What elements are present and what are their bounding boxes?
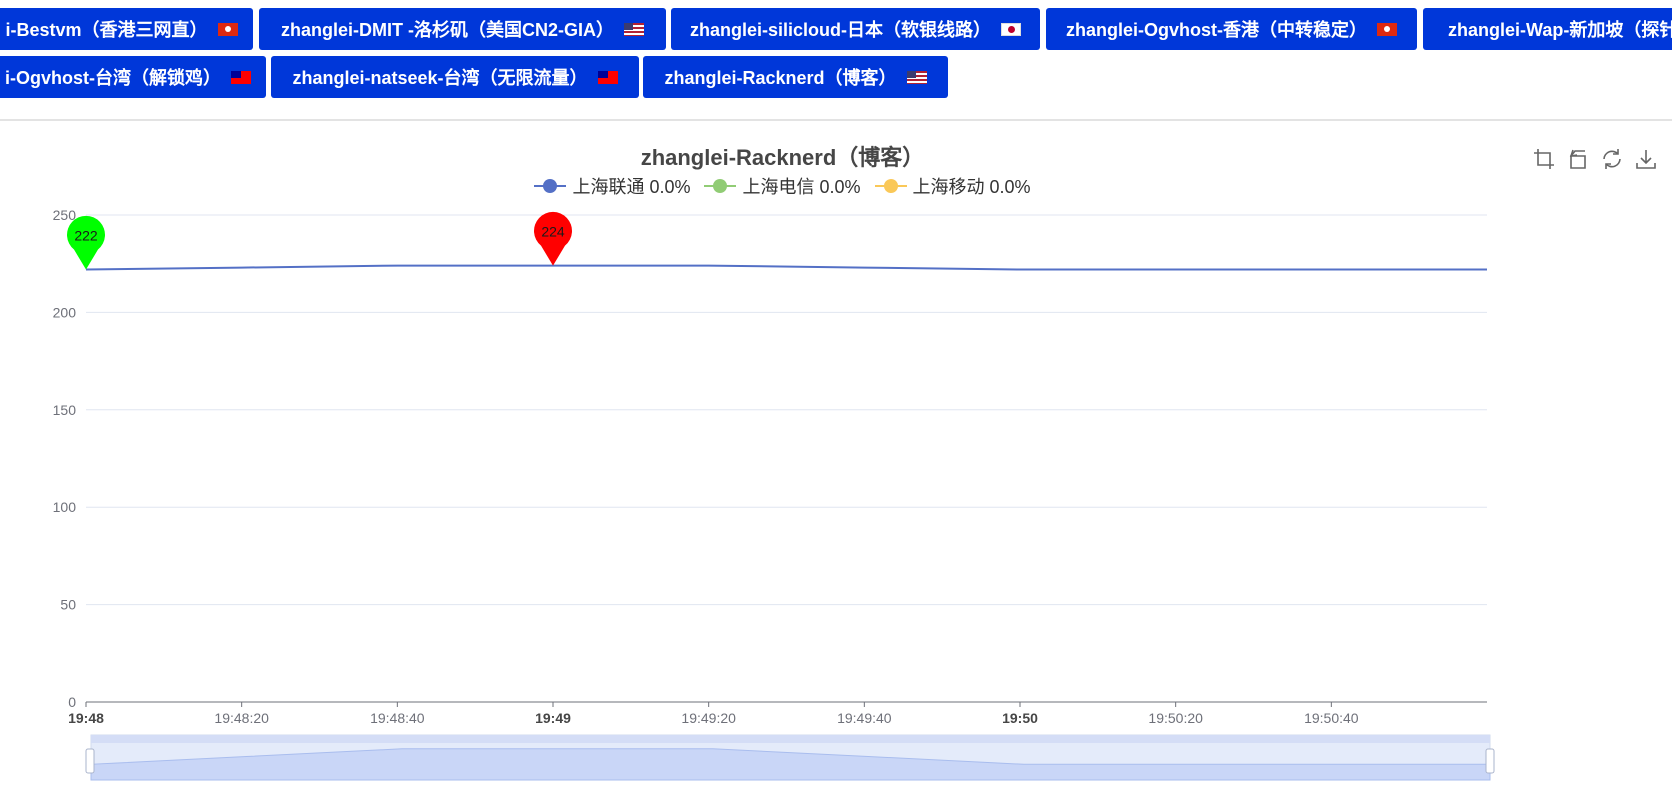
y-tick-label: 200 — [53, 304, 77, 320]
min-marker-label: 222 — [74, 228, 98, 244]
series-line-unicom[interactable] — [85, 264, 1487, 271]
tab-label: zhanglei-Ogvhost-香港（中转稳定） — [1066, 20, 1367, 40]
max-marker-label: 224 — [541, 224, 565, 240]
y-tick-label: 0 — [68, 694, 76, 710]
legend-item-telecom[interactable]: 上海电信 0.0% — [704, 173, 861, 199]
min-marker-pin — [67, 215, 105, 270]
header-divider — [0, 119, 1672, 121]
legend-swatch-icon — [704, 179, 737, 193]
zoom-handle-left[interactable] — [85, 748, 95, 774]
x-tick-label: 19:50:20 — [1148, 710, 1203, 726]
tab-label: zhanglei-DMIT -洛杉矶（美国CN2-GIA） — [281, 20, 614, 40]
server-tabs: i-Bestvm（香港三网直） zhanglei-DMIT -洛杉矶（美国CN2… — [0, 0, 1672, 118]
zoom-slider-bar[interactable] — [91, 735, 1490, 743]
y-tick-label: 150 — [53, 402, 77, 418]
legend-item-unicom[interactable]: 上海联通 0.0% — [534, 173, 690, 199]
chart-title: zhanglei-Racknerd（博客） — [640, 145, 925, 170]
tab-label: zhanglei-Wap-新加坡（探针 — [1448, 20, 1672, 40]
tab-wap[interactable]: zhanglei-Wap-新加坡（探针 — [1423, 8, 1672, 50]
tab-label: zhanglei-silicloud-日本（软银线路） — [689, 20, 991, 40]
us-flag-icon — [906, 70, 927, 84]
y-tick-label: 100 — [53, 499, 77, 515]
hk-flag-icon — [1377, 22, 1397, 36]
tab-label: i-Ogvhost-台湾（解锁鸡） — [5, 68, 221, 88]
legend-swatch-icon — [534, 179, 567, 193]
download-icon[interactable] — [1635, 148, 1657, 170]
tab-ogvhost-hk[interactable]: zhanglei-Ogvhost-香港（中转稳定） — [1046, 8, 1417, 50]
tw-flag-icon — [597, 70, 618, 84]
restore-icon[interactable] — [1601, 148, 1623, 170]
tab-silicloud[interactable]: zhanglei-silicloud-日本（软银线路） — [671, 8, 1040, 50]
x-tick-label: 19:50 — [1002, 710, 1038, 726]
hk-flag-icon — [217, 22, 238, 36]
tab-dmit[interactable]: zhanglei-DMIT -洛杉矶（美国CN2-GIA） — [259, 8, 666, 50]
x-tick-label: 19:48:40 — [370, 710, 425, 726]
tab-ogvhost-tw[interactable]: i-Ogvhost-台湾（解锁鸡） — [0, 56, 266, 98]
x-tick-label: 19:49:20 — [681, 710, 736, 726]
legend-label: 上海移动 0.0% — [912, 177, 1031, 197]
tab-bestvm[interactable]: i-Bestvm（香港三网直） — [0, 8, 253, 50]
legend-label: 上海联通 0.0% — [572, 177, 691, 197]
zoom-reset-icon[interactable] — [1567, 148, 1589, 170]
max-marker-pin — [534, 211, 572, 266]
tab-label: zhanglei-natseek-台湾（无限流量） — [292, 68, 588, 88]
tab-label: i-Bestvm（香港三网直） — [5, 20, 208, 40]
us-flag-icon — [624, 22, 644, 36]
y-tick-label: 250 — [53, 207, 77, 223]
chart-toolbox — [1533, 148, 1657, 170]
tab-natseek[interactable]: zhanglei-natseek-台湾（无限流量） — [271, 56, 639, 98]
x-tick-label: 19:49:40 — [837, 710, 892, 726]
zoom-handle-right[interactable] — [1485, 748, 1495, 774]
legend-item-mobile[interactable]: 上海移动 0.0% — [874, 173, 1031, 199]
x-tick-label: 19:48:20 — [214, 710, 269, 726]
x-tick-label: 19:50:40 — [1304, 710, 1359, 726]
jp-flag-icon — [1001, 22, 1021, 36]
y-tick-label: 50 — [60, 597, 76, 613]
zoom-icon[interactable] — [1533, 148, 1555, 170]
chart-legend: 上海联通 0.0% 上海电信 0.0% 上海移动 0.0% — [0, 173, 1565, 199]
x-tick-label: 19:48 — [68, 710, 104, 726]
tw-flag-icon — [231, 70, 251, 84]
legend-label: 上海电信 0.0% — [742, 177, 861, 197]
tab-racknerd[interactable]: zhanglei-Racknerd（博客） — [643, 56, 948, 98]
legend-swatch-icon — [874, 179, 907, 193]
tab-label: zhanglei-Racknerd（博客） — [664, 68, 897, 88]
x-tick-label: 19:49 — [535, 710, 571, 726]
